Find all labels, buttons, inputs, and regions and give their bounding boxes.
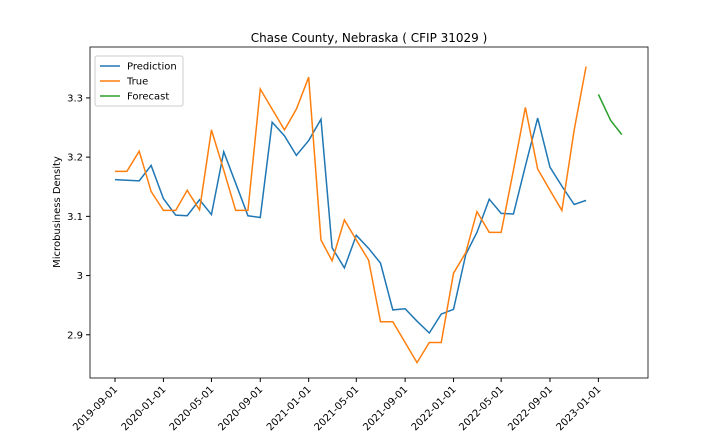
y-tick-label: 3.1 (67, 212, 83, 223)
x-tick-label: 2022-09-01 (506, 384, 555, 432)
series-line (597, 94, 623, 136)
x-tick-label: 2020-05-01 (168, 384, 217, 432)
y-tick-label: 3 (77, 271, 83, 282)
legend: Prediction True Forecast (94, 55, 184, 107)
y-tick-label: 3.3 (67, 93, 83, 104)
chart-title: Chase County, Nebraska ( CFIP 31029 ) (251, 31, 488, 45)
series-line (114, 116, 587, 335)
x-tick-label: 2021-09-01 (361, 384, 410, 432)
axes-frame (89, 46, 649, 379)
series-line (115, 66, 587, 365)
x-tick-label: 2022-01-01 (410, 384, 459, 432)
y-tick-label: 2.9 (67, 330, 83, 341)
x-tick-label: 2021-05-01 (313, 384, 362, 432)
x-tick-label: 2020-01-01 (120, 384, 169, 432)
legend-label: True (126, 77, 148, 88)
x-tick-label: 2019-09-01 (71, 384, 120, 432)
x-tick-label: 2020-09-01 (217, 384, 266, 432)
legend-label: Forecast (127, 92, 169, 103)
legend-box (94, 55, 184, 107)
y-tick-label: 3.2 (67, 153, 83, 164)
y-axis-label: Microbusiness Density (52, 156, 63, 268)
legend-label: Prediction (127, 62, 177, 73)
x-tick-label: 2023-01-01 (555, 384, 604, 432)
x-tick-label: 2022-05-01 (457, 384, 506, 432)
x-tick-label: 2021-01-01 (265, 384, 314, 432)
